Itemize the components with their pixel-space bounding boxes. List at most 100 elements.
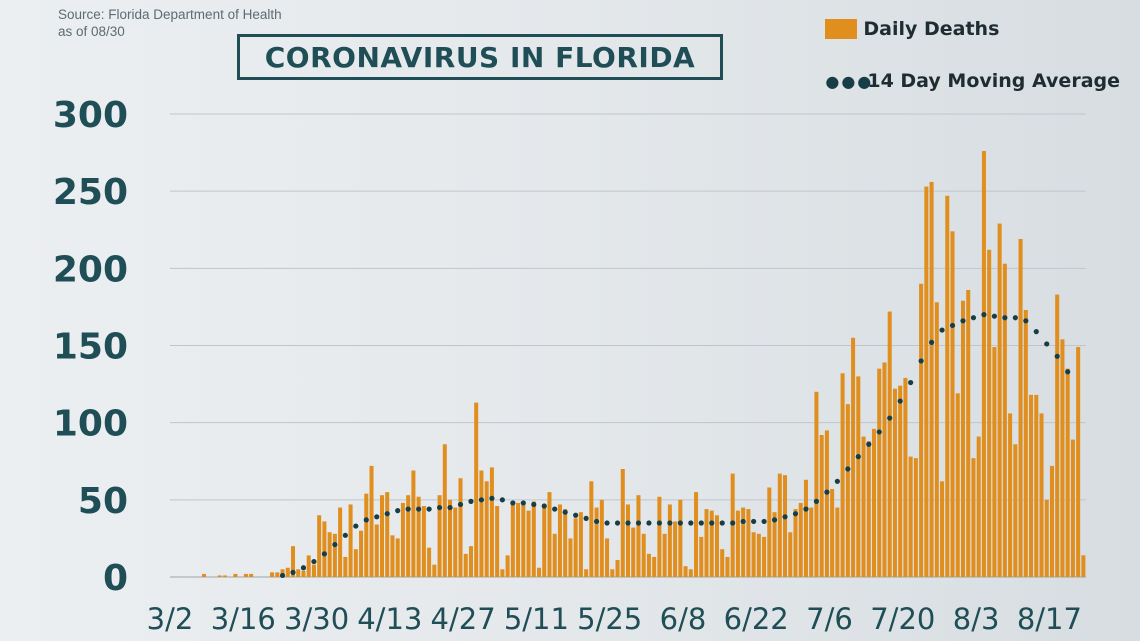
x-tick-label: 3/16 <box>211 602 276 636</box>
avg-point <box>321 551 328 557</box>
avg-point <box>855 454 861 460</box>
avg-point <box>761 518 767 525</box>
avg-point <box>384 511 390 517</box>
avg-point <box>562 509 568 515</box>
avg-point <box>342 532 348 538</box>
avg-point <box>405 506 411 512</box>
avg-point <box>447 504 453 511</box>
bar <box>474 402 479 577</box>
avg-point <box>928 339 935 346</box>
avg-point <box>897 398 903 404</box>
chart-title-box: CORONAVIRUS IN FLORIDA <box>237 34 723 80</box>
bar <box>537 567 542 577</box>
bar <box>552 533 557 577</box>
bar <box>646 553 651 577</box>
avg-point <box>949 322 956 329</box>
bar <box>1002 263 1007 577</box>
bar <box>887 311 892 577</box>
bar <box>1055 294 1060 577</box>
avg-point <box>646 520 652 526</box>
bar <box>777 473 782 577</box>
bar <box>746 509 751 577</box>
bar <box>306 555 311 577</box>
bar <box>348 504 353 577</box>
bar <box>317 515 322 577</box>
avg-point <box>635 520 642 526</box>
bar <box>322 521 327 577</box>
source-note: Source: Florida Department of Health as … <box>58 6 282 40</box>
bar <box>421 506 426 577</box>
bar <box>903 377 908 577</box>
bar <box>950 231 955 578</box>
avg-point <box>416 506 422 512</box>
bar <box>275 572 280 577</box>
bar <box>510 502 515 577</box>
bar <box>992 347 997 577</box>
avg-point <box>834 478 840 484</box>
y-tick-label: 200 <box>53 249 128 290</box>
avg-point <box>719 520 725 526</box>
bar <box>892 388 897 577</box>
bar <box>479 470 484 577</box>
bar <box>809 507 814 577</box>
bar <box>202 573 207 577</box>
avg-point <box>531 501 537 508</box>
bar <box>563 509 568 577</box>
bar <box>683 566 688 577</box>
bar <box>814 391 819 577</box>
bar <box>866 441 871 577</box>
avg-point <box>981 312 987 318</box>
bar <box>327 532 332 577</box>
bar <box>369 465 374 577</box>
bar <box>557 504 562 577</box>
avg-point <box>918 358 924 364</box>
bar <box>971 458 976 577</box>
bar <box>835 507 840 577</box>
bar <box>688 569 693 577</box>
bar <box>385 492 390 577</box>
bar <box>217 575 222 577</box>
avg-point <box>614 520 621 526</box>
x-tick-label: 5/25 <box>577 602 642 636</box>
bar <box>678 499 683 577</box>
bar <box>359 530 364 577</box>
bar <box>955 393 960 577</box>
bar <box>662 533 667 577</box>
bar <box>919 283 924 577</box>
bar <box>437 495 442 577</box>
bar <box>296 569 301 577</box>
bar <box>997 223 1002 577</box>
bar <box>1049 465 1054 577</box>
bar <box>521 502 526 577</box>
avg-point <box>792 511 799 517</box>
bar <box>652 556 657 577</box>
avg-point <box>625 520 631 526</box>
bar <box>877 368 882 577</box>
x-tick-label: 7/20 <box>870 602 935 636</box>
bar <box>395 538 400 577</box>
bar <box>1039 413 1044 577</box>
bar <box>960 300 966 577</box>
avg-point <box>908 379 914 386</box>
avg-point <box>290 569 296 575</box>
bar <box>987 249 992 577</box>
avg-point <box>656 520 663 526</box>
avg-point <box>457 501 464 508</box>
bar <box>243 573 248 577</box>
bar <box>1076 347 1081 577</box>
avg-point <box>604 520 610 526</box>
legend: Daily Deaths ●●● 14 Day Moving Average <box>825 12 1120 116</box>
chart-title: CORONAVIRUS IN FLORIDA <box>264 40 696 74</box>
bar-swatch-icon <box>825 19 858 39</box>
avg-point <box>1023 318 1029 324</box>
bar <box>966 289 971 577</box>
bar <box>793 509 798 577</box>
bar <box>406 495 411 577</box>
avg-point <box>740 518 746 525</box>
bar <box>657 496 662 577</box>
bar <box>819 435 824 577</box>
bar <box>400 502 405 577</box>
bar <box>526 510 531 577</box>
avg-point <box>478 497 485 503</box>
